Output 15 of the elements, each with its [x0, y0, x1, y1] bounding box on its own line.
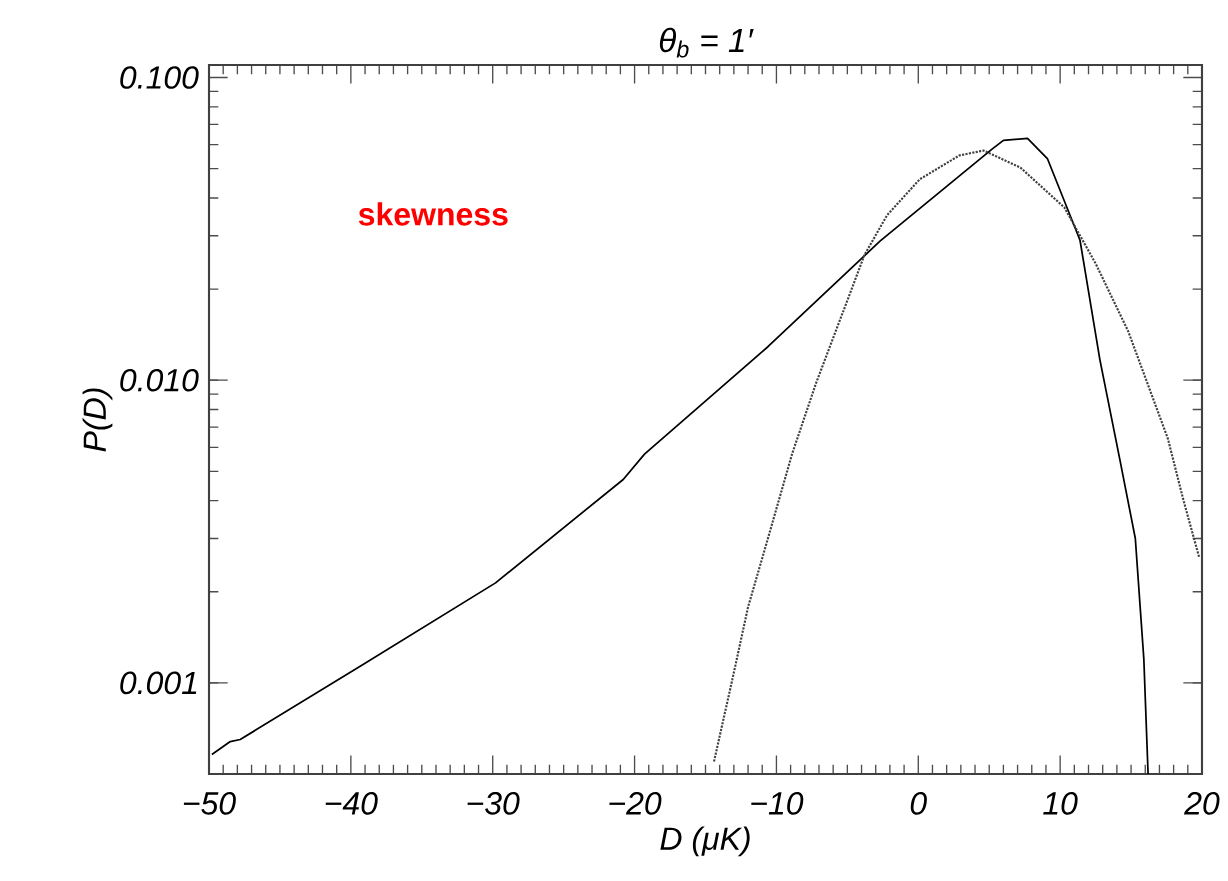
annotation: skewness — [358, 202, 508, 226]
y-axis-title: P(D) — [82, 388, 113, 452]
x-tick-label: −40 — [325, 792, 378, 815]
x-tick-label: 10 — [1043, 792, 1078, 815]
y-tick-label: 0.100 — [120, 66, 199, 89]
x-tick-label: 0 — [910, 792, 927, 815]
x-axis-title: D (μK) — [660, 826, 750, 857]
x-tick-label: 20 — [1184, 792, 1220, 815]
y-tick-label: 0.001 — [120, 671, 197, 695]
chart-title: θ$_{b}$ = 1′ — [659, 27, 754, 58]
y-tick-label: 0.010 — [120, 368, 199, 392]
x-tick-label: −30 — [467, 792, 520, 815]
x-tick-label: −20 — [609, 792, 662, 815]
x-tick-label: −50 — [183, 792, 236, 815]
x-tick-label: −10 — [751, 792, 804, 815]
